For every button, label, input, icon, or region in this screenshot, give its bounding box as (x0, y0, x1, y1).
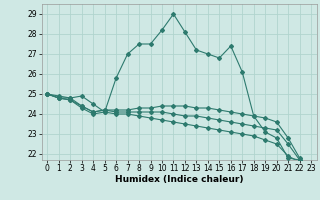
X-axis label: Humidex (Indice chaleur): Humidex (Indice chaleur) (115, 175, 244, 184)
